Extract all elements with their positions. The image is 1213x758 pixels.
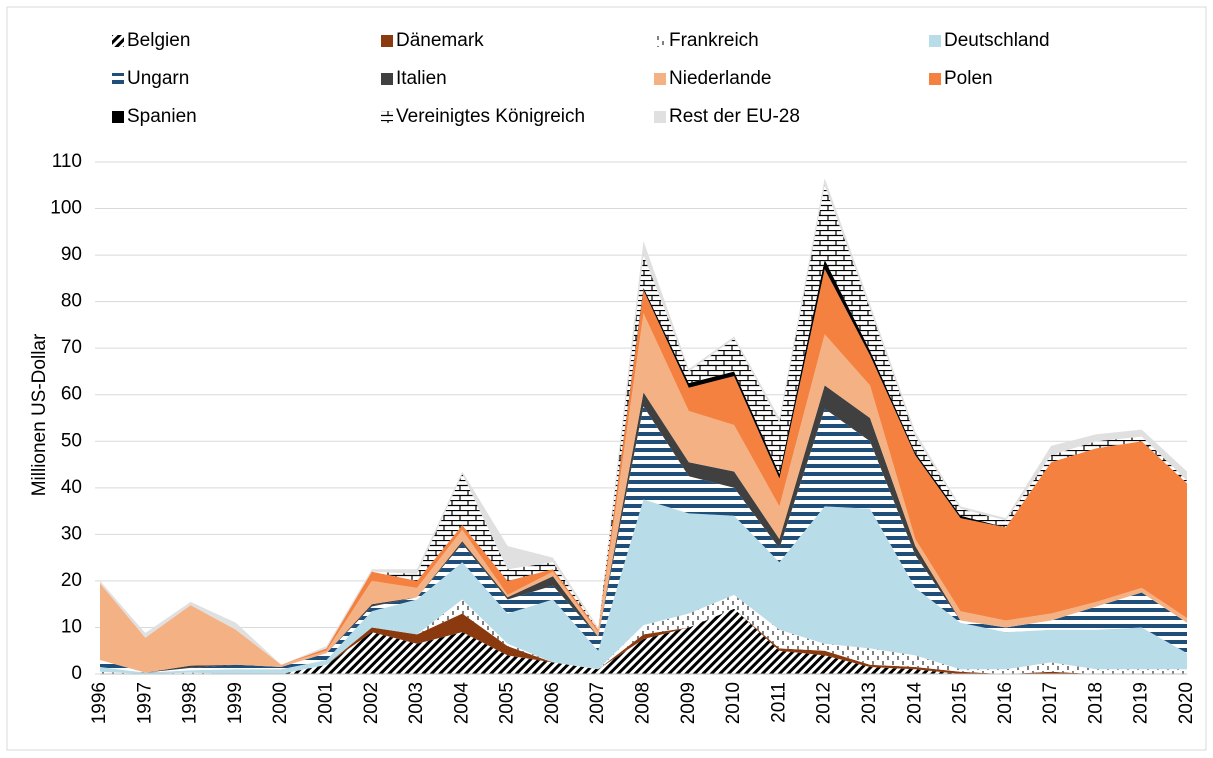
y-tick-label: 30 (61, 523, 82, 544)
y-tick-label: 0 (71, 663, 82, 684)
area (100, 608, 1187, 674)
x-tick-label: 2011 (768, 682, 789, 723)
x-tick-label: 2002 (361, 682, 382, 724)
legend-label: Polen (944, 68, 993, 89)
x-tick-label: 2017 (1040, 682, 1061, 724)
x-tick-label: 2009 (678, 682, 699, 724)
legend-label: Rest der EU-28 (669, 106, 800, 127)
legend-label: Dänemark (396, 30, 484, 51)
x-tick-label: 1997 (134, 682, 155, 724)
area (100, 313, 1187, 673)
y-axis-label: Millionen US-Dollar (29, 333, 50, 496)
legend-label: Deutschland (944, 30, 1050, 51)
x-tick-label: 2006 (542, 682, 563, 724)
legend-swatch (381, 35, 393, 47)
y-tick-label: 60 (61, 384, 82, 405)
y-tick-label: 50 (61, 430, 82, 451)
area (100, 185, 1187, 665)
legend-label: Italien (396, 68, 447, 89)
legend-swatch (654, 35, 666, 47)
area (100, 499, 1187, 674)
y-tick-label: 20 (61, 570, 82, 591)
x-tick-label: 1996 (89, 682, 110, 724)
x-tick-label: 2012 (814, 682, 835, 724)
y-tick-label: 100 (50, 198, 82, 219)
legend-swatch (654, 111, 666, 123)
legend-swatch (929, 35, 941, 47)
legend-swatch (112, 35, 124, 47)
legend-swatch (654, 73, 666, 85)
x-tick-label: 2016 (995, 682, 1016, 724)
y-tick-label: 80 (61, 291, 82, 312)
y-tick-label: 10 (61, 616, 82, 637)
legend-label: Belgien (127, 30, 190, 51)
legend-label: Ungarn (127, 68, 189, 89)
x-tick-label: 2003 (406, 682, 427, 724)
legend-label: Vereinigtes Königreich (396, 106, 585, 127)
legend-swatch (112, 111, 124, 123)
x-tick-label: 2004 (451, 682, 472, 725)
x-tick-label: 2000 (270, 682, 291, 724)
x-tick-label: 2020 (1176, 682, 1197, 724)
x-tick-label: 2019 (1131, 682, 1152, 724)
x-tick-label: 2008 (633, 682, 654, 724)
y-tick-label: 40 (61, 477, 82, 498)
x-tick-label: 2005 (497, 682, 518, 724)
y-tick-label: 110 (52, 151, 82, 172)
x-tick-label: 1998 (180, 682, 201, 724)
legend-swatch (381, 111, 393, 123)
x-tick-label: 1999 (225, 682, 246, 724)
area (100, 406, 1187, 673)
x-tick-label: 2015 (950, 682, 971, 724)
x-tick-label: 2018 (1085, 682, 1106, 724)
x-tick-label: 2001 (315, 682, 336, 724)
x-tick-label: 2014 (904, 682, 925, 725)
legend-label: Niederlande (669, 68, 771, 89)
legend-swatch (929, 73, 941, 85)
y-tick-label: 90 (61, 244, 82, 265)
x-tick-label: 2007 (587, 682, 608, 724)
legend-swatch (112, 73, 124, 85)
x-tick-label: 2010 (723, 682, 744, 724)
legend-swatch (381, 73, 393, 85)
y-tick-label: 70 (61, 337, 82, 358)
legend-label: Spanien (127, 106, 197, 127)
x-tick-label: 2013 (859, 682, 880, 724)
legend-label: Frankreich (669, 30, 759, 51)
